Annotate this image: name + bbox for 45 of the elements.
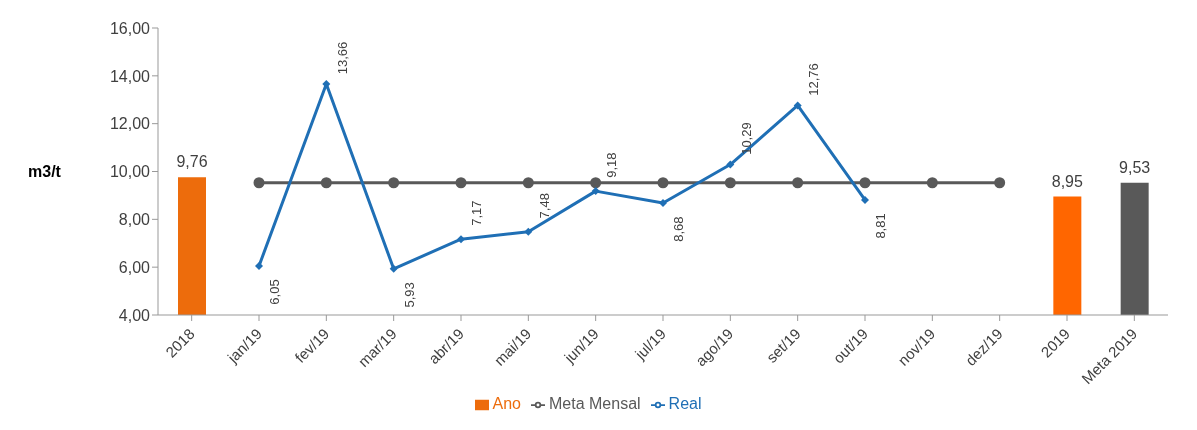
legend-label: Real (668, 395, 702, 412)
data-label: 13,66 (334, 41, 350, 75)
point (726, 160, 735, 169)
point (524, 227, 533, 236)
data-label: 5,93 (402, 282, 418, 308)
point (859, 177, 871, 189)
y-tick-label: 14,00 (109, 67, 151, 85)
point (793, 101, 802, 110)
y-tick-label: 16,00 (109, 19, 151, 37)
data-label: 6,05 (267, 279, 283, 305)
point (253, 177, 265, 189)
point (388, 177, 400, 189)
legend-label: Meta Mensal (548, 395, 641, 412)
y-tick-label: 8,00 (118, 211, 151, 229)
data-label: 7,17 (469, 200, 485, 226)
point (522, 177, 534, 189)
y-tick-label: 10,00 (109, 163, 151, 181)
data-label: 8,81 (873, 213, 889, 239)
point (724, 177, 736, 189)
y-tick-label: 4,00 (118, 306, 151, 324)
point (255, 261, 263, 270)
point (926, 177, 938, 189)
data-label: 9,76 (176, 153, 208, 171)
point (659, 199, 667, 208)
y-axis-title: m3/t (28, 163, 62, 181)
point (861, 195, 869, 204)
point (590, 177, 602, 189)
data-label: 8,95 (1051, 172, 1084, 190)
data-label: 10,29 (738, 122, 754, 155)
point (457, 235, 465, 244)
data-label: 8,68 (671, 216, 687, 242)
point (657, 177, 669, 189)
point (455, 177, 467, 189)
point (389, 264, 398, 273)
point (320, 177, 332, 189)
point (591, 187, 600, 196)
data-label: 7,48 (536, 193, 552, 219)
data-label: 12,76 (806, 63, 822, 96)
point (792, 177, 804, 189)
legend-label: Ano (492, 395, 521, 412)
y-tick-label: 12,00 (109, 115, 151, 133)
data-label: 9,53 (1119, 158, 1151, 176)
y-tick-label: 6,00 (118, 258, 151, 276)
data-label: 9,18 (604, 152, 620, 178)
point (994, 177, 1006, 189)
